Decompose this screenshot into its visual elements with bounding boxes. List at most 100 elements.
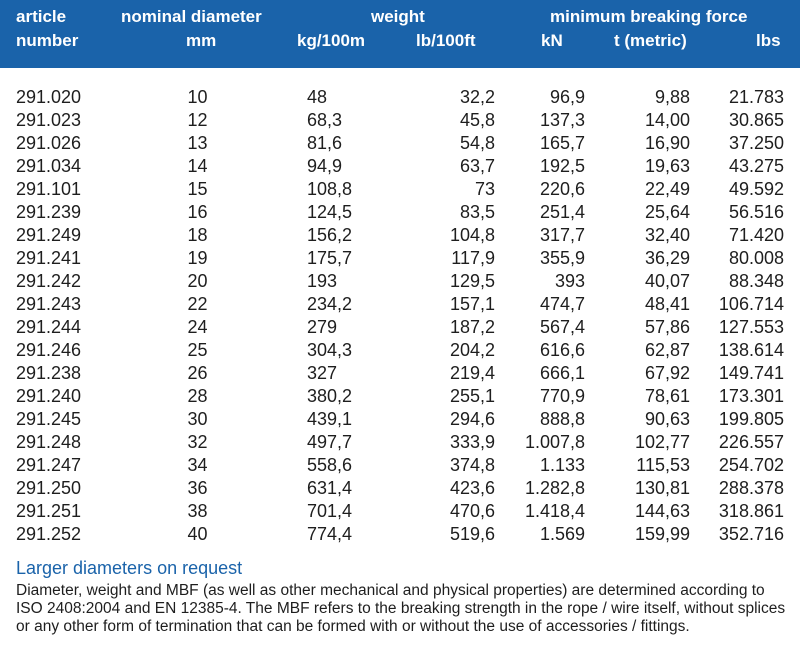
table-row: 291.034 14 94,9 63,7 192,5 19,63 43.275 <box>0 155 800 178</box>
cell-mbf-t: 48,41 <box>644 294 690 314</box>
cell-article-number: 291.247 <box>16 455 82 475</box>
cell-mbf-t: 14,00 <box>644 110 690 130</box>
table-row: 291.252 40 774,4 519,6 1.569 159,99 352.716 <box>0 523 800 546</box>
table-row: 291.250 36 631,4 423,6 1.282,8 130,81 288.378 <box>0 477 800 500</box>
cell-article-number: 291.250 <box>16 478 82 498</box>
table-row: 291.239 16 124,5 83,5 251,4 25,64 56.516 <box>0 201 800 224</box>
cell-diameter-mm: 40 <box>187 524 208 544</box>
cell-mbf-t: 32,40 <box>644 225 690 245</box>
cell-weight-lb: 187,2 <box>449 317 495 337</box>
cell-weight-lb: 45,8 <box>459 110 495 130</box>
table-row: 291.238 26 327 219,4 666,1 67,92 149.741 <box>0 362 800 385</box>
cell-weight-kg: 175,7 <box>307 248 353 268</box>
cell-mbf-kn: 474,7 <box>539 294 585 314</box>
table-row: 291.247 34 558,6 374,8 1.133 115,53 254.702 <box>0 454 800 477</box>
cell-mbf-kn: 616,6 <box>539 340 585 360</box>
header-weight-lb: lb/100ft <box>416 31 476 50</box>
cell-diameter-mm: 16 <box>187 202 208 222</box>
cell-mbf-kn: 1.133 <box>539 455 585 475</box>
cell-mbf-lbs: 21.783 <box>728 87 784 107</box>
cell-mbf-lbs: 106.714 <box>718 294 784 314</box>
cell-mbf-t: 102,77 <box>634 432 690 452</box>
cell-mbf-lbs: 226.557 <box>718 432 784 452</box>
cell-mbf-t: 144,63 <box>634 501 690 521</box>
cell-weight-kg: 234,2 <box>307 294 353 314</box>
table-header: article number nominal diameter mm weigh… <box>0 0 800 68</box>
cell-mbf-lbs: 149.741 <box>718 363 784 383</box>
header-mbf-lbs: lbs <box>756 31 781 50</box>
cell-mbf-lbs: 71.420 <box>728 225 784 245</box>
cell-weight-lb: 333,9 <box>449 432 495 452</box>
table-row: 291.249 18 156,2 104,8 317,7 32,40 71.420 <box>0 224 800 247</box>
cell-weight-kg: 774,4 <box>307 524 353 544</box>
cell-mbf-t: 90,63 <box>644 409 690 429</box>
cell-mbf-lbs: 127.553 <box>718 317 784 337</box>
cell-mbf-kn: 192,5 <box>539 156 585 176</box>
cell-weight-kg: 68,3 <box>307 110 343 130</box>
table-row: 291.101 15 108,8 73 220,6 22,49 49.592 <box>0 178 800 201</box>
cell-weight-lb: 470,6 <box>449 501 495 521</box>
cell-mbf-lbs: 43.275 <box>728 156 784 176</box>
cell-weight-kg: 380,2 <box>307 386 353 406</box>
cell-diameter-mm: 19 <box>187 248 208 268</box>
table-row: 291.244 24 279 187,2 567,4 57,86 127.553 <box>0 316 800 339</box>
cell-mbf-lbs: 49.592 <box>728 179 784 199</box>
cell-weight-lb: 204,2 <box>449 340 495 360</box>
cell-diameter-mm: 30 <box>187 409 208 429</box>
cell-diameter-mm: 14 <box>187 156 208 176</box>
cell-weight-kg: 327 <box>307 363 338 383</box>
header-weight-kg: kg/100m <box>297 31 366 50</box>
cell-mbf-lbs: 352.716 <box>718 524 784 544</box>
cell-article-number: 291.243 <box>16 294 82 314</box>
cell-mbf-kn: 220,6 <box>539 179 585 199</box>
cell-mbf-t: 57,86 <box>644 317 690 337</box>
cell-article-number: 291.249 <box>16 225 82 245</box>
cell-weight-kg: 81,6 <box>307 133 343 153</box>
cell-diameter-mm: 13 <box>187 133 208 153</box>
cell-article-number: 291.238 <box>16 363 82 383</box>
table-body: 291.020 10 48 32,2 96,9 9,88 21.783 291.023 12 68… <box>0 86 800 546</box>
cell-weight-lb: 423,6 <box>449 478 495 498</box>
cell-mbf-lbs: 254.702 <box>718 455 784 475</box>
cell-mbf-t: 19,63 <box>644 156 690 176</box>
table-row: 291.241 19 175,7 117,9 355,9 36,29 80.008 <box>0 247 800 270</box>
cell-mbf-t: 78,61 <box>644 386 690 406</box>
cell-article-number: 291.244 <box>16 317 82 337</box>
larger-diameters-note: Larger diameters on request <box>16 558 243 578</box>
cell-mbf-t: 36,29 <box>644 248 690 268</box>
cell-diameter-mm: 15 <box>187 179 208 199</box>
cell-weight-lb: 73 <box>474 179 495 199</box>
cell-mbf-kn: 96,9 <box>549 87 585 107</box>
cell-mbf-t: 159,99 <box>634 524 690 544</box>
cell-article-number: 291.242 <box>16 271 82 291</box>
cell-mbf-kn: 137,3 <box>539 110 585 130</box>
header-mbf-kn: kN <box>541 31 563 50</box>
cell-mbf-kn: 567,4 <box>539 317 585 337</box>
cell-weight-kg: 193 <box>307 271 338 291</box>
cell-mbf-kn: 251,4 <box>539 202 585 222</box>
cell-article-number: 291.026 <box>16 133 82 153</box>
cell-mbf-t: 130,81 <box>634 478 690 498</box>
cell-article-number: 291.101 <box>16 179 82 199</box>
cell-weight-kg: 279 <box>307 317 338 337</box>
cell-article-number: 291.252 <box>16 524 82 544</box>
table-row: 291.243 22 234,2 157,1 474,7 48,41 106.714 <box>0 293 800 316</box>
cell-mbf-t: 67,92 <box>644 363 690 383</box>
cell-mbf-t: 16,90 <box>644 133 690 153</box>
cell-diameter-mm: 24 <box>187 317 208 337</box>
cell-mbf-lbs: 199.805 <box>718 409 784 429</box>
cell-mbf-lbs: 88.348 <box>728 271 784 291</box>
cell-diameter-mm: 10 <box>187 87 208 107</box>
table-row: 291.242 20 193 129,5 393 40,07 88.348 <box>0 270 800 293</box>
cell-weight-kg: 108,8 <box>307 179 353 199</box>
cell-mbf-lbs: 288.378 <box>718 478 784 498</box>
cell-article-number: 291.023 <box>16 110 82 130</box>
cell-diameter-mm: 12 <box>187 110 208 130</box>
table-row: 291.251 38 701,4 470,6 1.418,4 144,63 318.861 <box>0 500 800 523</box>
header-diameter-line2: mm <box>186 31 217 50</box>
cell-article-number: 291.241 <box>16 248 82 268</box>
disclaimer-text: Diameter, weight and MBF (as well as oth… <box>16 582 786 635</box>
cell-weight-lb: 104,8 <box>449 225 495 245</box>
cell-mbf-t: 25,64 <box>644 202 690 222</box>
cell-mbf-kn: 393 <box>554 271 585 291</box>
